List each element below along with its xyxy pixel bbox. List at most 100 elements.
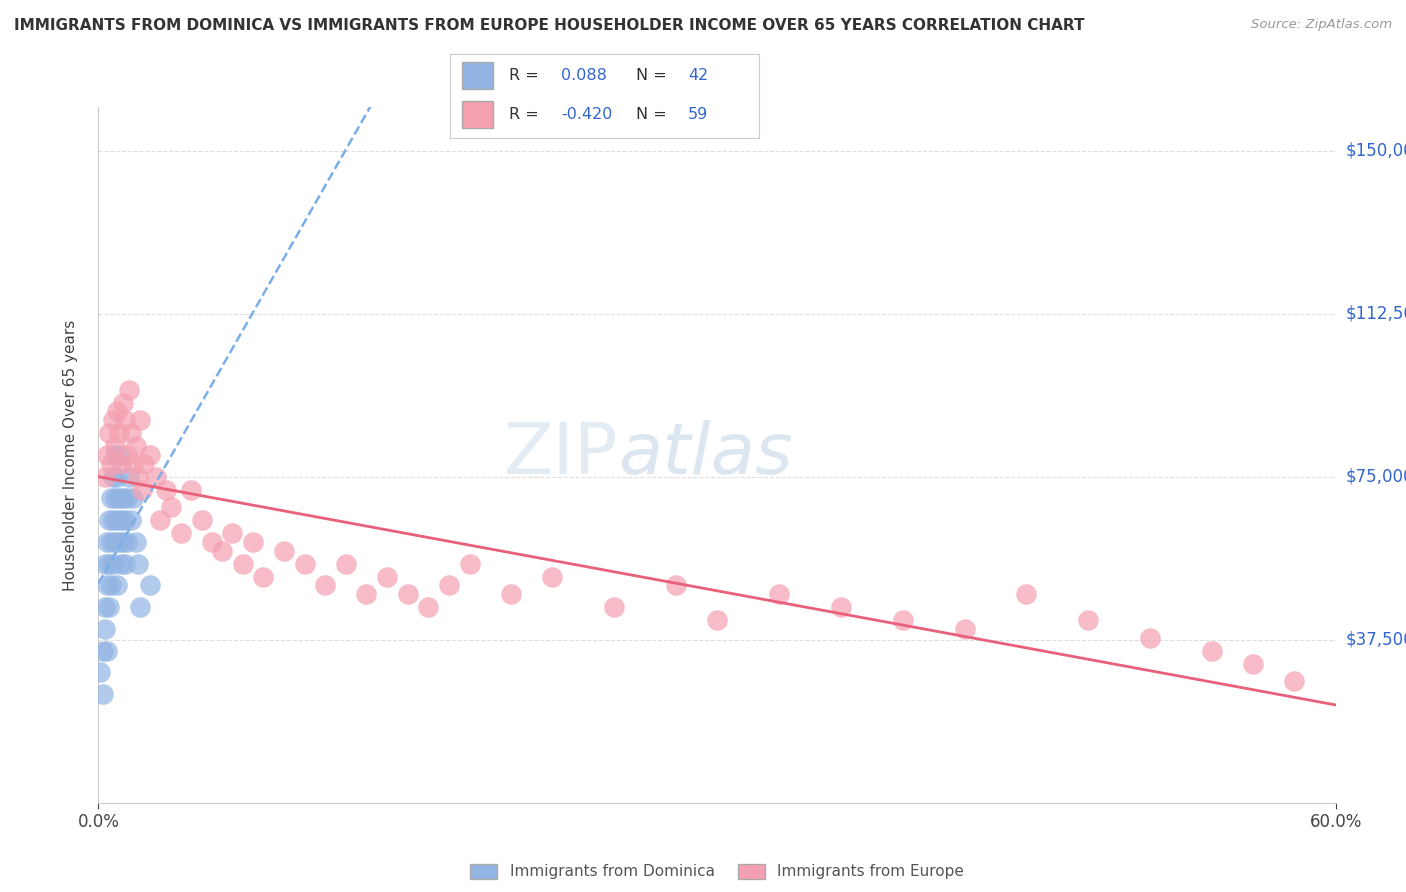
Point	[114, 413, 136, 427]
Text: 59: 59	[688, 107, 709, 122]
Text: IMMIGRANTS FROM DOMINICA VS IMMIGRANTS FROM EUROPE HOUSEHOLDER INCOME OVER 65 YE: IMMIGRANTS FROM DOMINICA VS IMMIGRANTS F…	[14, 18, 1084, 33]
Legend: Immigrants from Dominica, Immigrants from Europe: Immigrants from Dominica, Immigrants fro…	[464, 858, 970, 886]
Point	[314, 578, 336, 592]
Point	[110, 513, 132, 527]
Point	[149, 513, 172, 527]
Point	[112, 396, 135, 410]
Point	[1241, 657, 1264, 671]
Text: 0.088: 0.088	[561, 68, 607, 83]
Point	[100, 535, 122, 549]
Point	[252, 570, 274, 584]
Text: atlas: atlas	[619, 420, 793, 490]
Point	[128, 600, 150, 615]
Point	[1077, 613, 1099, 627]
Point	[100, 491, 122, 506]
Point	[93, 622, 115, 636]
Point	[120, 513, 142, 527]
Point	[1284, 674, 1306, 689]
Point	[104, 439, 127, 453]
Point	[375, 570, 398, 584]
Point	[117, 491, 139, 506]
Point	[112, 535, 135, 549]
Point	[159, 500, 181, 514]
Point	[96, 535, 118, 549]
Point	[104, 448, 127, 462]
Point	[97, 557, 120, 571]
Point	[108, 491, 131, 506]
Point	[665, 578, 688, 592]
Point	[100, 457, 122, 471]
Point	[105, 469, 128, 483]
Point	[108, 448, 131, 462]
Point	[131, 483, 153, 497]
Point	[118, 469, 141, 483]
Point	[101, 469, 124, 483]
Point	[768, 587, 790, 601]
Text: R =: R =	[509, 107, 544, 122]
Point	[114, 557, 136, 571]
Point	[117, 535, 139, 549]
Point	[458, 557, 481, 571]
Point	[180, 483, 202, 497]
Point	[101, 413, 124, 427]
Point	[101, 557, 124, 571]
Point	[104, 491, 127, 506]
Text: $37,500: $37,500	[1346, 631, 1406, 648]
Point	[706, 613, 728, 627]
Point	[155, 483, 177, 497]
Point	[96, 448, 118, 462]
Point	[437, 578, 460, 592]
Point	[132, 457, 155, 471]
Point	[273, 543, 295, 558]
Point	[118, 383, 141, 397]
Point	[242, 535, 264, 549]
Text: $75,000: $75,000	[1346, 467, 1406, 485]
Point	[100, 578, 122, 592]
Point	[139, 578, 162, 592]
Text: -0.420: -0.420	[561, 107, 613, 122]
Point	[418, 600, 440, 615]
Point	[1015, 587, 1038, 601]
Point	[603, 600, 626, 615]
Point	[139, 448, 162, 462]
Y-axis label: Householder Income Over 65 years: Householder Income Over 65 years	[63, 319, 77, 591]
Point	[105, 404, 128, 418]
Point	[127, 469, 149, 483]
Point	[93, 600, 115, 615]
Point	[294, 557, 316, 571]
Point	[104, 535, 127, 549]
Point	[110, 557, 132, 571]
Point	[108, 426, 131, 441]
Point	[105, 513, 128, 527]
Point	[335, 557, 357, 571]
Point	[97, 513, 120, 527]
Text: ZIP: ZIP	[503, 420, 619, 490]
Point	[97, 600, 120, 615]
Point	[91, 643, 114, 657]
Point	[93, 469, 115, 483]
Point	[96, 578, 118, 592]
Point	[122, 491, 145, 506]
Point	[101, 513, 124, 527]
Point	[110, 457, 132, 471]
Point	[953, 622, 976, 636]
Point	[108, 535, 131, 549]
Point	[105, 578, 128, 592]
Point	[221, 526, 243, 541]
Point	[96, 643, 118, 657]
Point	[97, 426, 120, 441]
Point	[117, 448, 139, 462]
Point	[1139, 631, 1161, 645]
Point	[232, 557, 254, 571]
FancyBboxPatch shape	[463, 62, 494, 89]
Point	[201, 535, 224, 549]
Point	[91, 687, 114, 701]
Point	[124, 535, 146, 549]
Point	[128, 413, 150, 427]
Point	[396, 587, 419, 601]
Point	[120, 426, 142, 441]
Point	[499, 587, 522, 601]
Point	[127, 557, 149, 571]
Point	[541, 570, 564, 584]
Point	[93, 557, 115, 571]
